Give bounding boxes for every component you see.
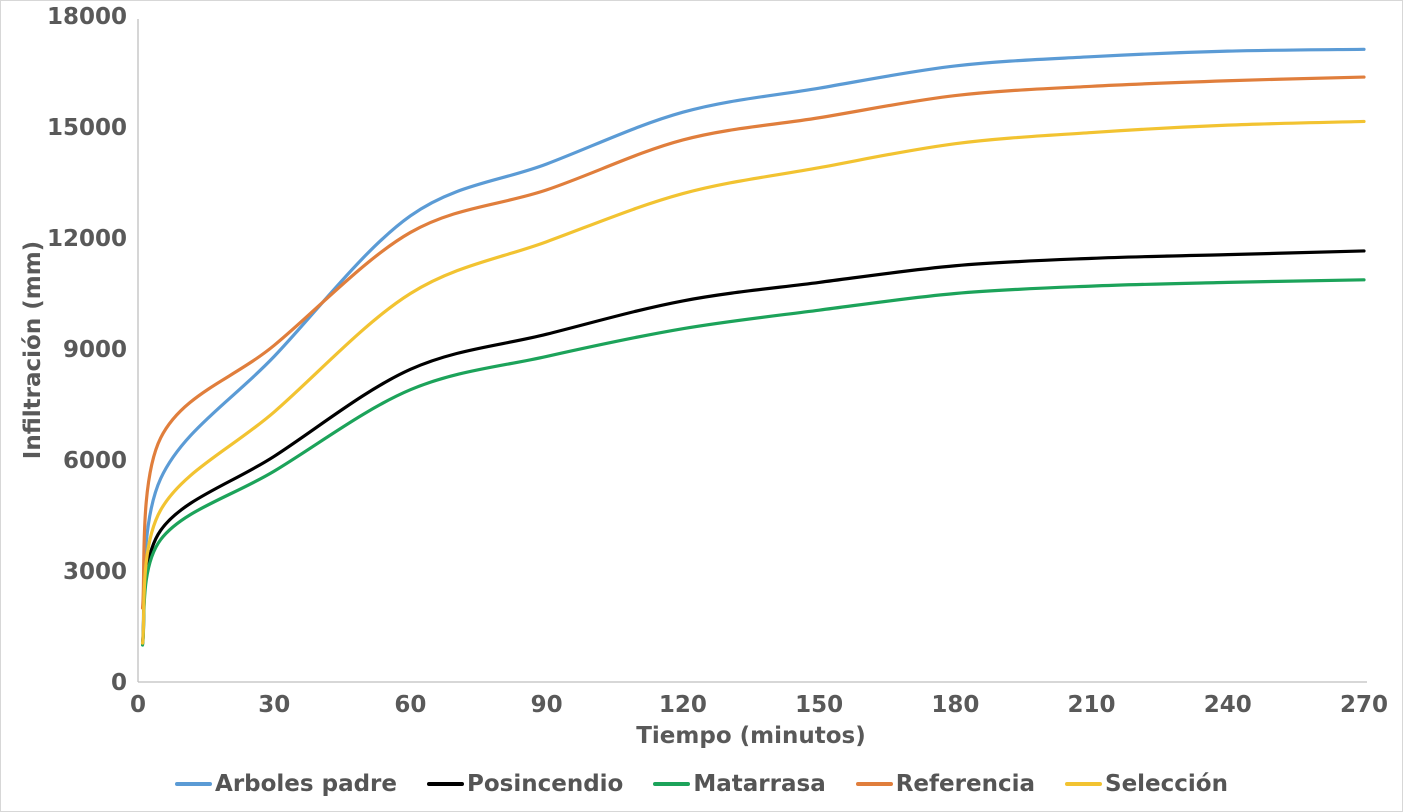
legend-line-swatch — [653, 782, 691, 786]
legend-item-referencia: Referencia — [855, 771, 1035, 797]
series-line-matarrasa — [140, 278, 1366, 647]
y-tick-label: 0 — [111, 670, 127, 696]
x-tick-label: 150 — [795, 692, 843, 718]
legend-item-arboles-padre: Arboles padre — [175, 771, 397, 797]
legend-label: Referencia — [895, 771, 1035, 797]
x-tick-label: 210 — [1068, 692, 1116, 718]
y-tick-label: 15000 — [47, 115, 127, 141]
x-tick-label: 270 — [1340, 692, 1388, 718]
y-tick-label: 18000 — [47, 4, 127, 30]
y-axis-title: Infiltración (mm) — [20, 240, 46, 460]
legend-label: Matarrasa — [693, 771, 826, 797]
series-line-arboles-padre — [140, 47, 1366, 643]
y-tick-label: 6000 — [63, 448, 127, 474]
x-tick-label: 30 — [258, 692, 290, 718]
series-line-posincendio — [140, 249, 1366, 645]
series-line-selección — [140, 119, 1366, 645]
y-tick-label: 12000 — [47, 226, 127, 252]
legend-label: Arboles padre — [215, 771, 397, 797]
x-tick-label: 120 — [659, 692, 707, 718]
legend-item-matarrasa: Matarrasa — [653, 771, 826, 797]
x-tick-label: 180 — [931, 692, 979, 718]
x-tick-label: 90 — [531, 692, 563, 718]
legend-label: Selección — [1105, 771, 1228, 797]
x-tick-label: 240 — [1204, 692, 1252, 718]
legend: Arboles padre Posincendio Matarrasa Refe… — [1, 771, 1402, 797]
y-tick-label: 3000 — [63, 559, 127, 585]
legend-label: Posincendio — [467, 771, 624, 797]
legend-item-seleccion: Selección — [1065, 771, 1228, 797]
legend-line-swatch — [855, 782, 893, 786]
legend-line-swatch — [175, 782, 213, 786]
legend-line-swatch — [427, 782, 464, 786]
series-line-referencia — [140, 75, 1366, 610]
y-tick-label: 9000 — [63, 337, 127, 363]
x-axis-title: Tiempo (minutos) — [636, 723, 866, 749]
legend-line-swatch — [1065, 782, 1102, 786]
x-tick-label: 0 — [130, 692, 146, 718]
legend-item-posincendio: Posincendio — [427, 771, 623, 797]
x-tick-label: 60 — [394, 692, 426, 718]
